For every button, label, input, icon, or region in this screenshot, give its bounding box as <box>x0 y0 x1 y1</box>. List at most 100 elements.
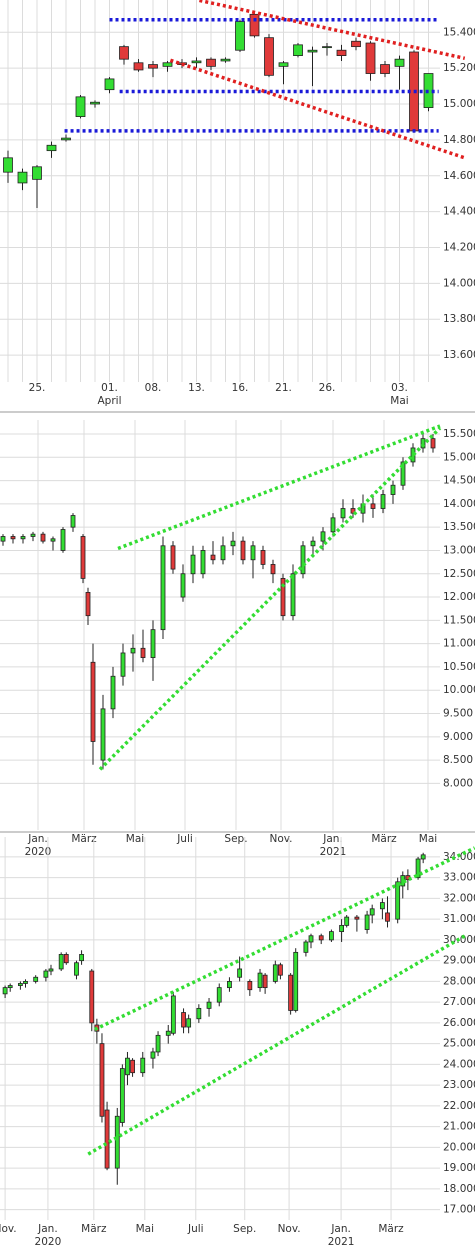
candle-body <box>85 591 91 617</box>
candle-body <box>293 951 299 1011</box>
candle-body <box>288 974 294 1011</box>
trend-line <box>98 426 442 771</box>
candle-body <box>155 1034 161 1053</box>
candle-body <box>351 40 361 48</box>
candle-body <box>181 1012 186 1028</box>
candle-body <box>278 62 289 67</box>
x-tick-label: Juli <box>176 833 193 845</box>
y-tick-label: 14.000 <box>443 498 475 510</box>
candle-body <box>150 629 156 659</box>
candle-body <box>7 985 13 989</box>
candle-body <box>104 1109 110 1169</box>
candle-body <box>344 916 350 926</box>
candle-body <box>30 533 36 537</box>
x-tick-label: 25. <box>29 382 46 394</box>
candle-body <box>165 1030 171 1036</box>
x-tick-sublabel: April <box>98 395 122 407</box>
candle-body <box>318 935 324 941</box>
candle-body <box>140 647 146 659</box>
x-tick-label: Nov. <box>269 833 292 845</box>
x-tick-label: Mai <box>419 833 437 845</box>
candle-body <box>74 962 79 976</box>
candle-body <box>196 1007 202 1020</box>
candle-body <box>100 708 106 761</box>
candle-body <box>48 968 54 972</box>
y-tick-label: 19.000 <box>443 1162 475 1174</box>
candle-body <box>272 964 278 982</box>
x-tick-label: März <box>71 833 97 845</box>
y-tick-label: 32.000 <box>443 892 475 904</box>
candle-body <box>79 954 84 962</box>
candle-body <box>257 972 263 989</box>
x-tick-sublabel: 2021 <box>328 1236 355 1248</box>
candle-body <box>186 1018 192 1028</box>
x-tick-sublabel: 2020 <box>25 846 52 858</box>
candle-body <box>130 1059 135 1074</box>
candle-body <box>370 503 376 509</box>
x-tick-label: Sep. <box>224 833 247 845</box>
candle-body <box>160 545 166 631</box>
x-tick-label: 03. <box>391 382 408 394</box>
y-tick-label: 11.000 <box>443 638 475 650</box>
candle-body <box>330 517 336 533</box>
y-tick-label: 15.400 <box>443 26 475 38</box>
candle-body <box>40 533 46 542</box>
candle-body <box>308 935 314 943</box>
candle-body <box>240 540 246 561</box>
candle-body <box>307 49 318 53</box>
candle-body <box>340 508 346 519</box>
y-tick-label: 17.000 <box>443 1204 475 1216</box>
y-tick-label: 15.000 <box>443 98 475 110</box>
candle-body <box>390 484 396 495</box>
candle-body <box>210 554 216 561</box>
y-tick-label: 11.500 <box>443 614 475 626</box>
x-tick-label: März <box>371 833 397 845</box>
y-tick-label: 8.000 <box>443 777 473 789</box>
candle-body <box>99 1043 105 1117</box>
y-tick-label: 9.500 <box>443 708 473 720</box>
candle-body <box>33 976 39 982</box>
candle-body <box>114 1115 120 1169</box>
candle-body <box>58 954 64 970</box>
x-tick-sublabel: Mai <box>390 395 408 407</box>
candle-body <box>235 21 245 51</box>
candle-body <box>61 137 71 141</box>
candle-body <box>110 675 116 710</box>
candle-body <box>90 101 100 105</box>
y-tick-label: 15.500 <box>443 428 475 440</box>
y-tick-label: 31.000 <box>443 913 475 925</box>
y-tick-label: 14.400 <box>443 206 475 218</box>
candle-body <box>336 49 347 56</box>
candle-body <box>394 58 405 67</box>
candle-body <box>17 171 28 184</box>
y-tick-label: 21.000 <box>443 1121 475 1133</box>
candle-body <box>322 46 332 49</box>
candle-body <box>200 550 206 575</box>
candle-body <box>249 13 260 37</box>
candle-body <box>120 652 126 677</box>
y-tick-label: 13.500 <box>443 521 475 533</box>
y-tick-label: 23.000 <box>443 1079 475 1091</box>
candle-body <box>278 964 283 976</box>
x-tick-sublabel: 2020 <box>35 1236 62 1248</box>
x-tick-label: Jan. <box>330 1223 351 1235</box>
y-tick-label: 13.800 <box>443 313 475 325</box>
y-tick-label: 13.000 <box>443 544 475 556</box>
candle-body <box>190 554 196 575</box>
candle-body <box>354 916 360 920</box>
candle-body <box>379 902 385 910</box>
candle-body <box>130 647 136 654</box>
candle-body <box>280 578 286 617</box>
y-tick-label: 27.000 <box>443 996 475 1008</box>
candle-body <box>60 529 66 551</box>
x-tick-label: Juli <box>187 1223 204 1235</box>
candle-body <box>125 1057 130 1076</box>
y-tick-label: 12.000 <box>443 591 475 603</box>
candle-body <box>50 538 56 542</box>
candle-body <box>119 1068 125 1123</box>
candle-body <box>2 987 8 995</box>
y-tick-label: 14.200 <box>443 241 475 253</box>
candle-body <box>90 661 96 742</box>
x-tick-label: März <box>81 1223 107 1235</box>
